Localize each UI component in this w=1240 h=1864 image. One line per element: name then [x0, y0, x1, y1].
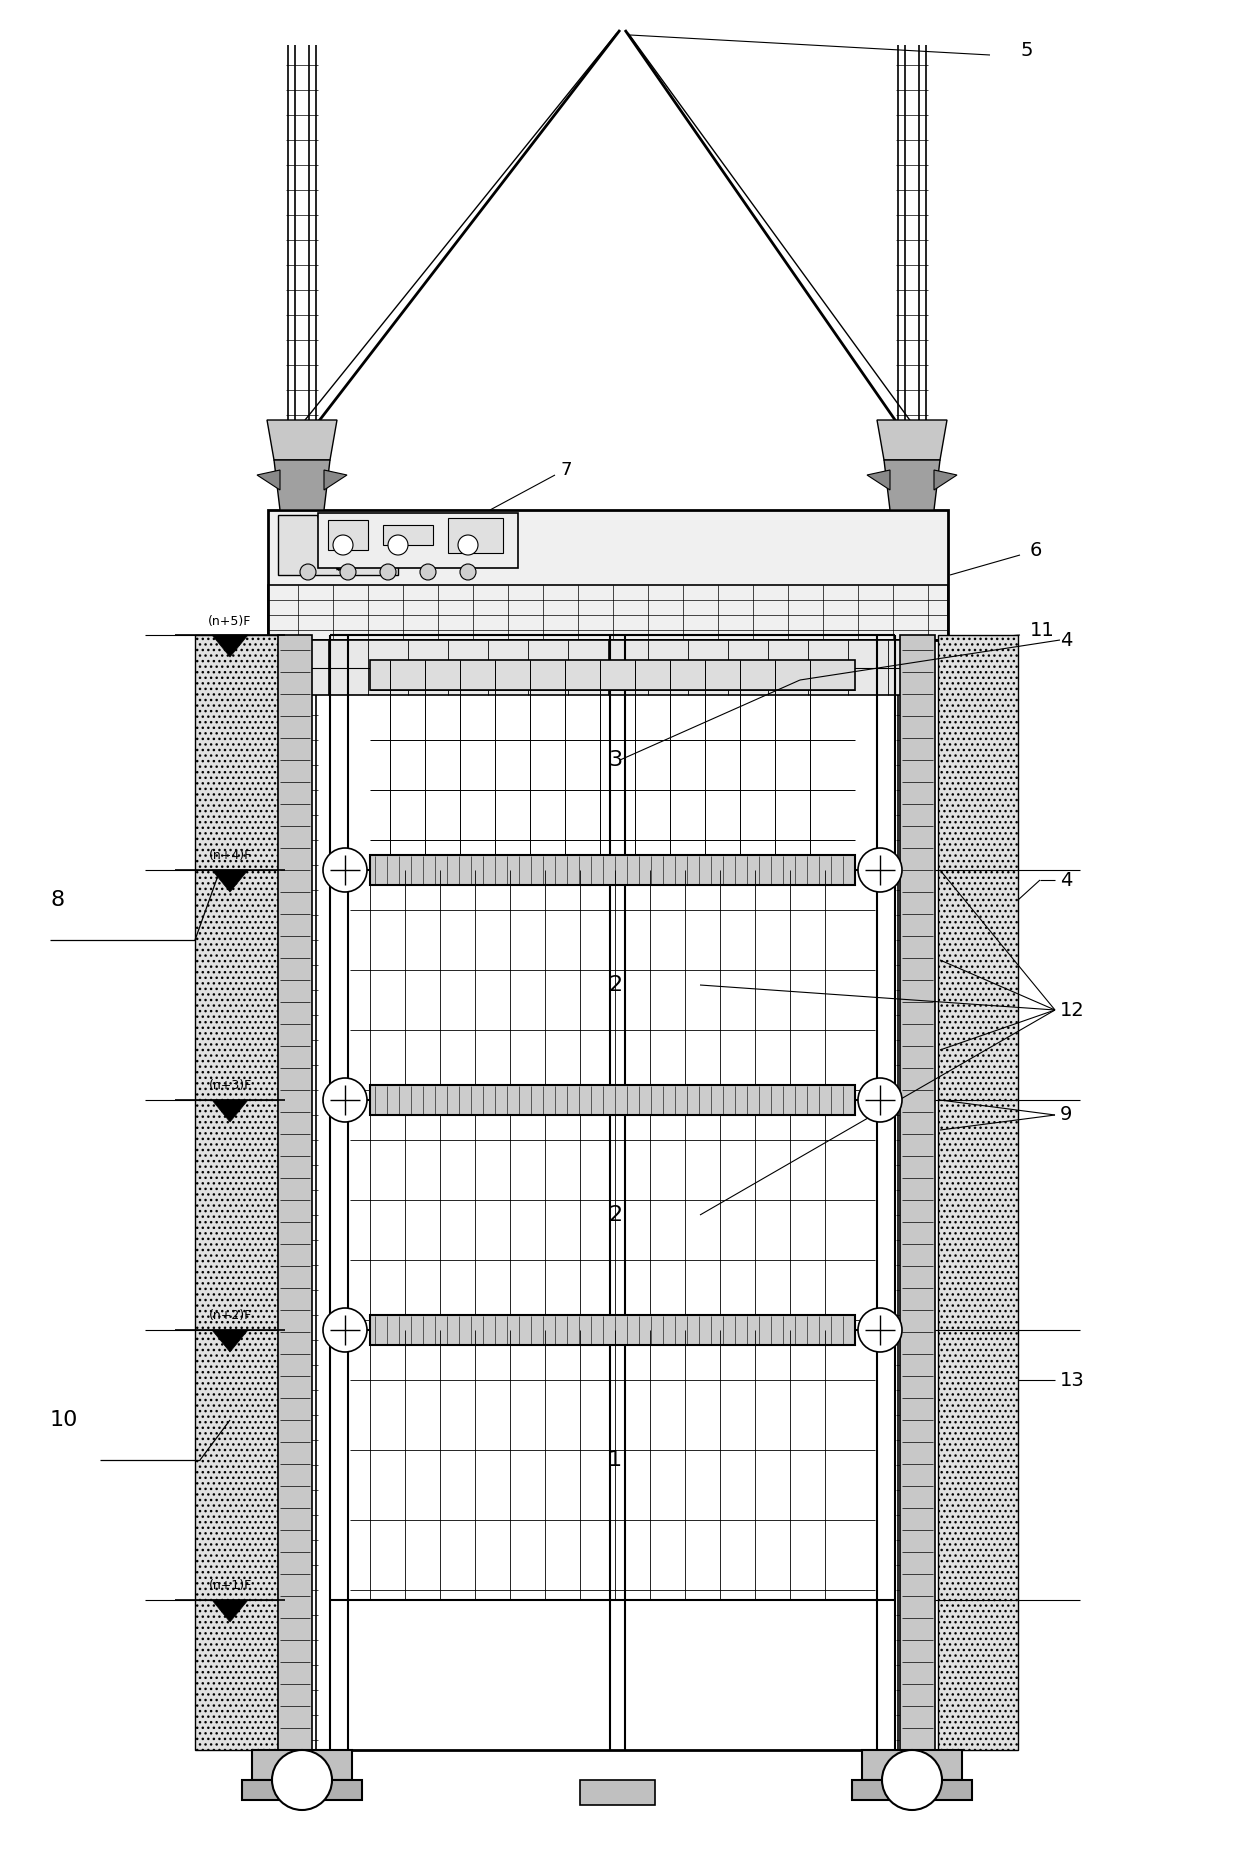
- Text: (n+5)F: (n+5)F: [208, 615, 252, 628]
- Text: 2: 2: [608, 1204, 622, 1225]
- Polygon shape: [212, 636, 248, 656]
- Circle shape: [858, 848, 901, 893]
- Bar: [278, 636, 312, 1750]
- Circle shape: [300, 565, 316, 580]
- Bar: [370, 856, 856, 885]
- Polygon shape: [877, 419, 947, 460]
- Text: (n+4)F: (n+4)F: [208, 850, 252, 863]
- Text: (n+1)F: (n+1)F: [208, 1579, 252, 1592]
- Text: 1: 1: [608, 1450, 622, 1471]
- Polygon shape: [212, 870, 248, 893]
- Text: (n+3)F: (n+3)F: [208, 1079, 252, 1092]
- Bar: [448, 518, 503, 554]
- Polygon shape: [267, 419, 337, 460]
- Circle shape: [858, 1309, 901, 1351]
- Polygon shape: [212, 1100, 248, 1122]
- Circle shape: [458, 535, 477, 555]
- Bar: [268, 585, 949, 639]
- Polygon shape: [257, 470, 280, 490]
- Polygon shape: [324, 470, 347, 490]
- Bar: [195, 636, 278, 1750]
- Bar: [252, 1750, 352, 1780]
- Circle shape: [322, 848, 367, 893]
- Text: 11: 11: [1030, 621, 1055, 639]
- Bar: [937, 636, 1018, 1750]
- Polygon shape: [867, 470, 890, 490]
- Text: 13: 13: [1060, 1370, 1085, 1389]
- Circle shape: [322, 1309, 367, 1351]
- Circle shape: [272, 1750, 332, 1810]
- Text: 7: 7: [560, 460, 572, 479]
- Bar: [298, 639, 918, 695]
- Text: 12: 12: [1060, 1001, 1085, 1020]
- Text: 6: 6: [1030, 541, 1043, 559]
- Bar: [370, 1085, 856, 1115]
- Polygon shape: [274, 460, 330, 511]
- Polygon shape: [212, 1599, 248, 1622]
- Circle shape: [334, 535, 353, 555]
- Circle shape: [340, 565, 356, 580]
- Bar: [862, 1750, 962, 1780]
- Polygon shape: [212, 1331, 248, 1351]
- Text: 5: 5: [1021, 41, 1033, 60]
- Polygon shape: [934, 470, 957, 490]
- Bar: [268, 511, 949, 639]
- Bar: [383, 526, 433, 544]
- Bar: [242, 1780, 362, 1801]
- Circle shape: [322, 1077, 367, 1122]
- Circle shape: [882, 1750, 942, 1810]
- Bar: [278, 514, 398, 574]
- Text: 10: 10: [50, 1409, 78, 1430]
- Polygon shape: [884, 460, 940, 511]
- Circle shape: [858, 1077, 901, 1122]
- Circle shape: [388, 535, 408, 555]
- Text: 4: 4: [1060, 870, 1073, 889]
- Text: 9: 9: [1060, 1105, 1073, 1124]
- Text: 3: 3: [608, 749, 622, 770]
- Circle shape: [460, 565, 476, 580]
- Bar: [370, 660, 856, 690]
- Circle shape: [379, 565, 396, 580]
- Bar: [370, 1314, 856, 1346]
- Text: (n+2)F: (n+2)F: [208, 1310, 252, 1322]
- Bar: [317, 513, 518, 569]
- Text: 8: 8: [50, 889, 64, 910]
- Bar: [580, 1780, 655, 1804]
- Bar: [900, 636, 935, 1750]
- Bar: [852, 1780, 972, 1801]
- Text: 4: 4: [1060, 630, 1073, 649]
- Bar: [329, 520, 368, 550]
- Text: 2: 2: [608, 975, 622, 995]
- Circle shape: [420, 565, 436, 580]
